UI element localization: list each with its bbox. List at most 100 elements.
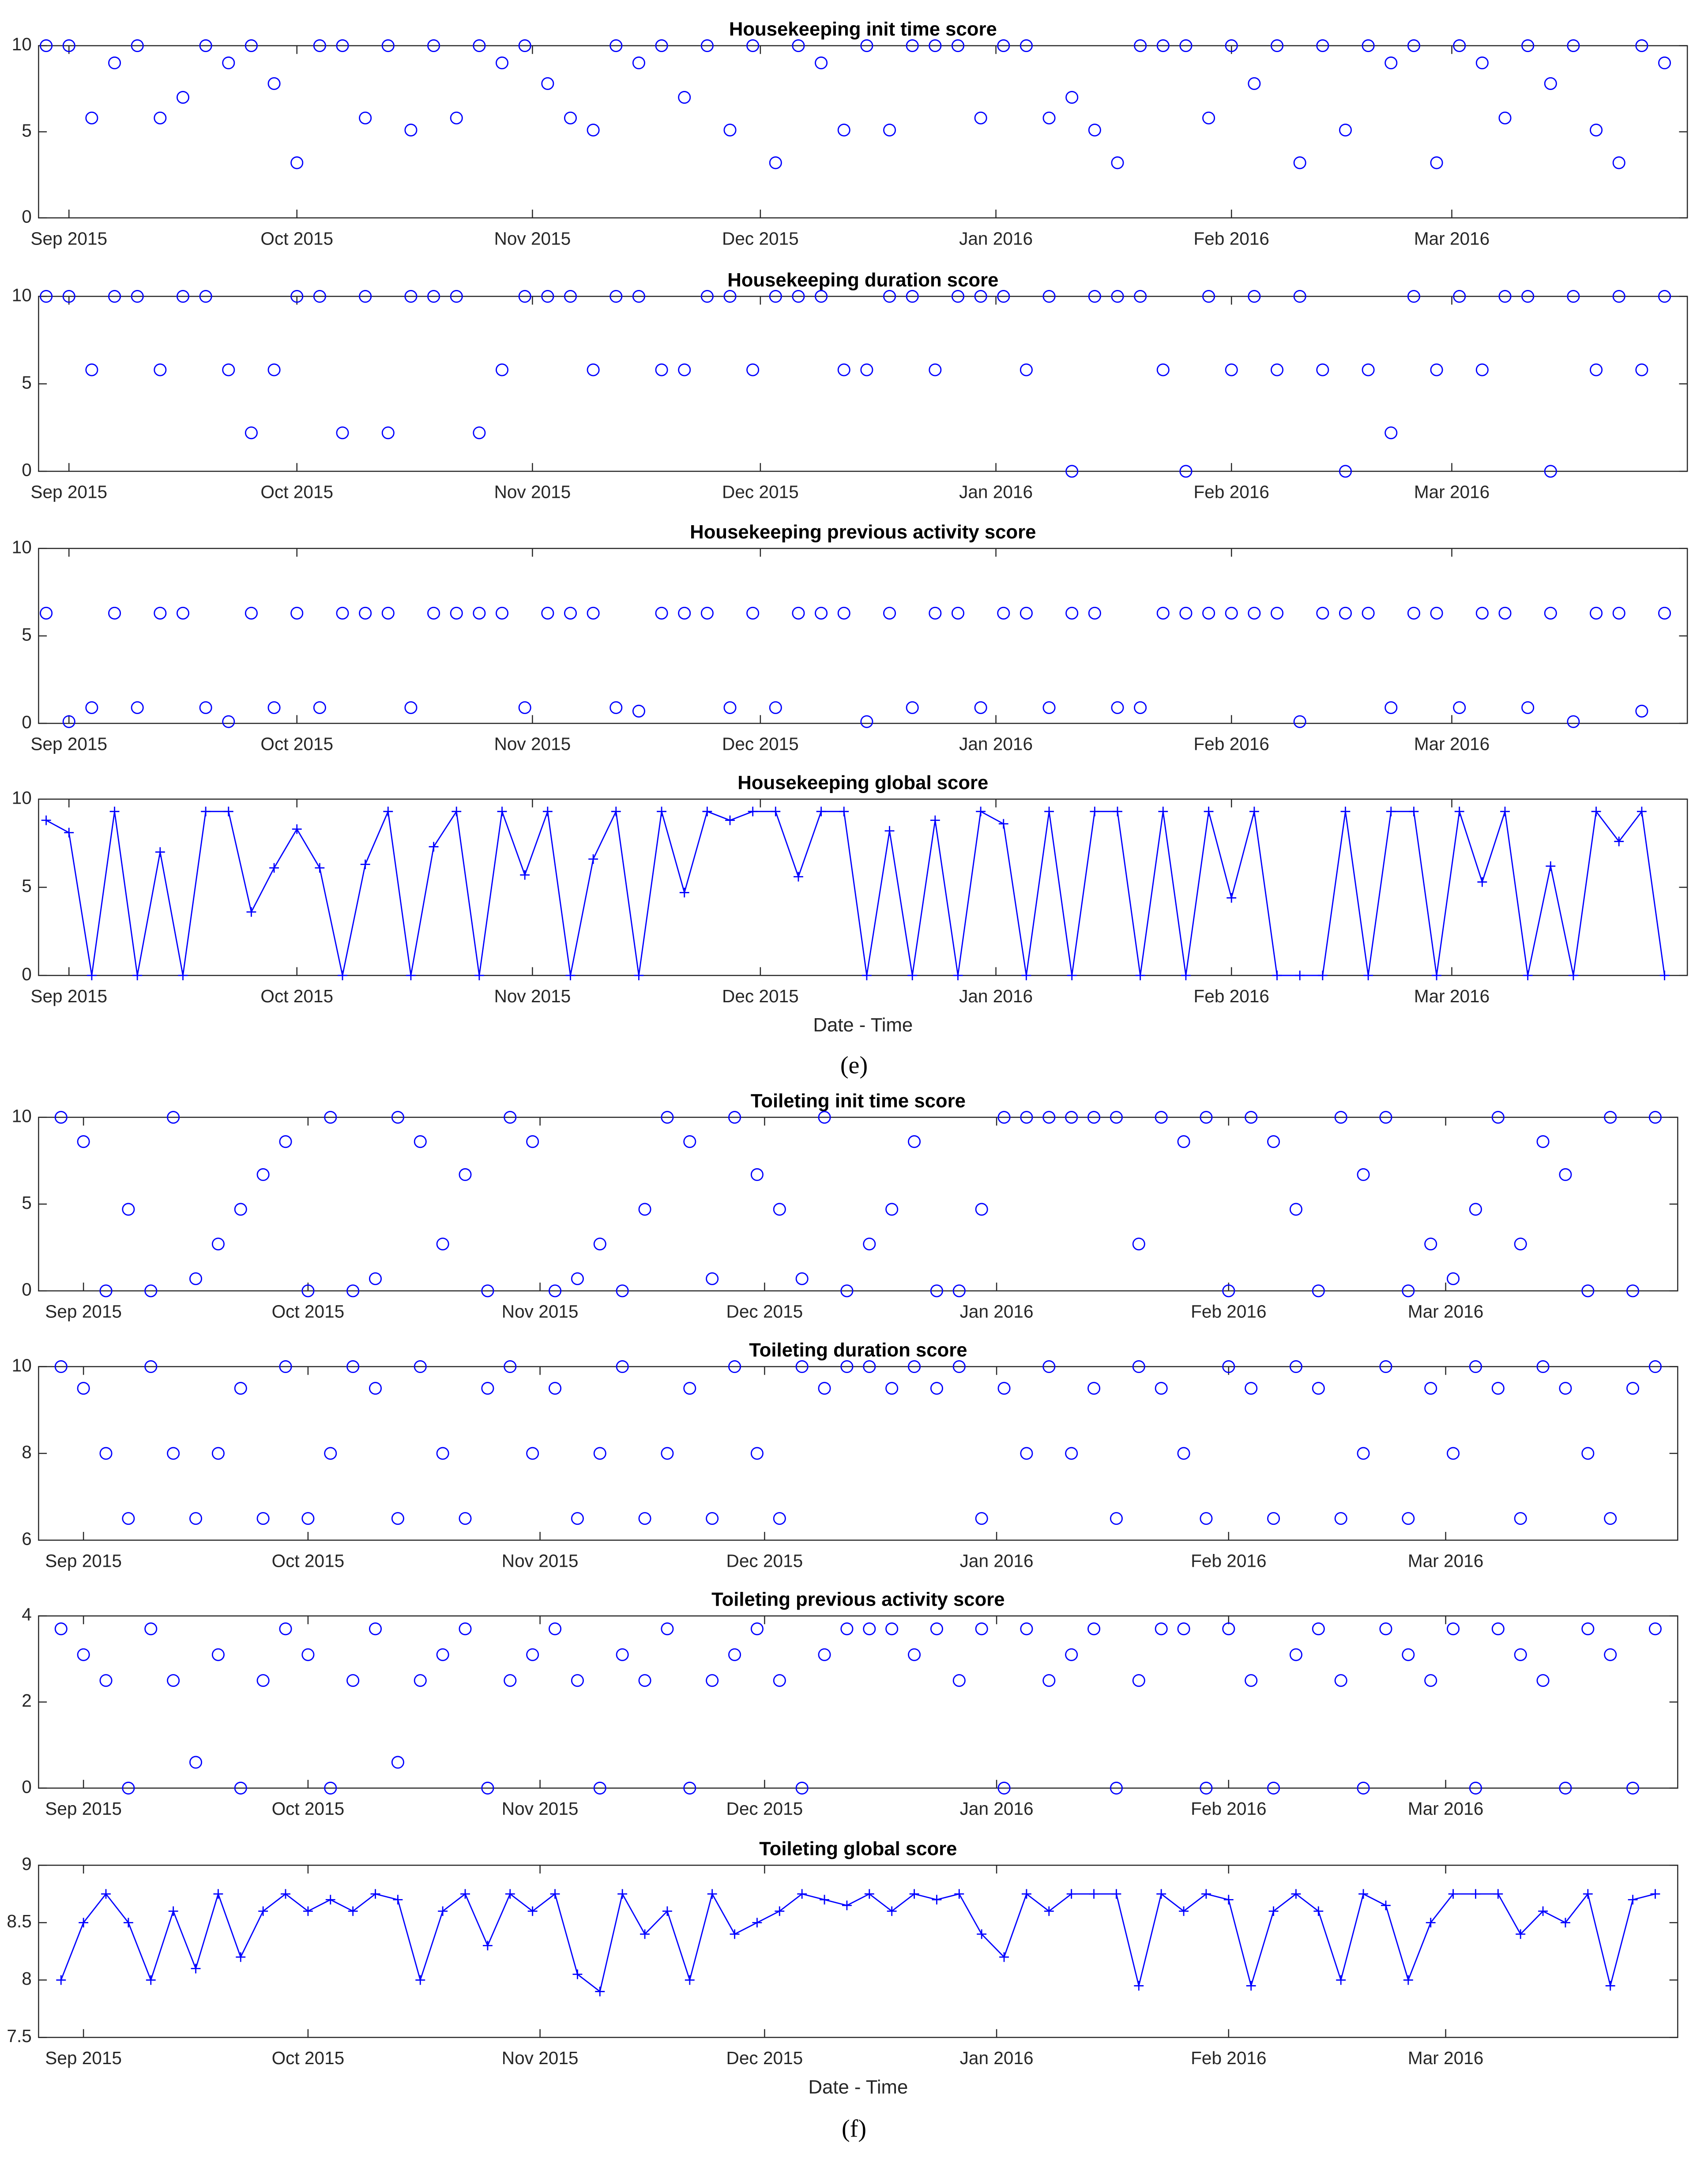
circle-marker [1316, 363, 1329, 376]
plot-area [38, 296, 1688, 472]
circle-marker [1202, 111, 1215, 124]
circle-marker [1245, 1674, 1258, 1687]
y-tick-label: 10 [12, 34, 32, 54]
circle-marker [85, 111, 98, 124]
circle-marker [549, 1284, 562, 1298]
circle-marker [346, 1674, 360, 1687]
circle-marker [975, 1203, 988, 1216]
circle-marker [1498, 606, 1512, 620]
circle-marker [1042, 290, 1056, 303]
circle-marker [1020, 1111, 1033, 1124]
plus-marker [611, 806, 621, 816]
circle-marker [593, 1447, 606, 1460]
plus-marker [617, 1889, 628, 1899]
circle-marker [1267, 1782, 1280, 1795]
circle-marker [655, 39, 668, 53]
x-tick-label: Oct 2015 [272, 1550, 345, 1571]
plus-marker [338, 971, 347, 981]
x-tick-label: Sep 2015 [30, 482, 107, 502]
circle-marker [930, 1284, 943, 1298]
circle-marker [1544, 465, 1557, 478]
plus-marker [930, 815, 940, 825]
circle-marker [908, 1648, 921, 1661]
circle-marker [1604, 1648, 1617, 1661]
circle-marker [256, 1674, 270, 1687]
x-tick-label: Dec 2015 [722, 986, 799, 1006]
plus-marker [1201, 1889, 1211, 1899]
plus-marker [842, 1900, 852, 1911]
circle-marker [1312, 1284, 1325, 1298]
circle-marker [678, 363, 691, 376]
plus-marker [1090, 806, 1100, 816]
plus-marker [864, 1889, 874, 1899]
circle-marker [1088, 124, 1101, 137]
circle-marker [1156, 606, 1170, 620]
circle-marker [1200, 1782, 1213, 1795]
y-tick-label: 0 [22, 964, 32, 984]
circle-marker [167, 1111, 180, 1124]
x-tick-label: Nov 2015 [494, 228, 571, 248]
circle-marker [176, 91, 189, 104]
circle-marker [62, 39, 75, 53]
circle-marker [1402, 1512, 1415, 1525]
circle-marker [700, 290, 714, 303]
circle-marker [369, 1382, 382, 1395]
circle-marker [1177, 1447, 1190, 1460]
circle-marker [199, 290, 212, 303]
circle-marker [638, 1203, 651, 1216]
x-tick-label: Feb 2016 [1191, 1550, 1266, 1571]
circle-marker [683, 1382, 696, 1395]
plus-marker [572, 1969, 583, 1979]
y-tick-label: 0 [22, 206, 32, 226]
plot-area [38, 1366, 1678, 1541]
circle-marker [863, 1622, 876, 1636]
plus-marker [1546, 861, 1556, 871]
circle-marker [683, 1135, 696, 1148]
plus-marker [1569, 971, 1578, 981]
circle-marker [256, 1168, 270, 1181]
circle-marker [77, 1648, 90, 1661]
circle-marker [473, 606, 486, 620]
circle-marker [1514, 1648, 1527, 1661]
circle-marker [815, 290, 828, 303]
plus-marker [123, 1918, 133, 1928]
circle-marker [1658, 56, 1671, 70]
circle-marker [571, 1512, 584, 1525]
circle-marker [1626, 1382, 1640, 1395]
x-tick-label: Mar 2016 [1414, 986, 1490, 1006]
circle-marker [792, 290, 805, 303]
circle-marker [541, 77, 554, 90]
circle-marker [906, 701, 919, 714]
circle-marker [746, 39, 760, 53]
plus-marker [109, 806, 120, 816]
plus-marker [725, 815, 735, 825]
plus-marker [1477, 877, 1487, 887]
x-tick-label: Mar 2016 [1414, 482, 1490, 502]
plus-marker [862, 971, 872, 981]
circle-marker [256, 1512, 270, 1525]
plus-marker [707, 1889, 717, 1899]
circle-marker [818, 1382, 831, 1395]
circle-marker [1202, 290, 1215, 303]
plus-marker [1363, 971, 1373, 981]
plot-area [38, 548, 1688, 724]
circle-marker [1088, 290, 1101, 303]
y-tick-label: 10 [12, 1355, 32, 1375]
x-tick-label: Sep 2015 [30, 986, 107, 1006]
circle-marker [1132, 1674, 1145, 1687]
circle-marker [1111, 701, 1124, 714]
x-tick-label: Nov 2015 [494, 986, 571, 1006]
circle-marker [1430, 606, 1443, 620]
circle-marker [414, 1135, 427, 1148]
x-tick-label: Oct 2015 [260, 482, 333, 502]
plus-marker [1500, 806, 1510, 816]
circle-marker [773, 1674, 786, 1687]
circle-marker [1357, 1782, 1370, 1795]
circle-marker [381, 606, 395, 620]
x-tick-label: Mar 2016 [1414, 228, 1490, 248]
circle-marker [769, 156, 782, 169]
circle-marker [1177, 1135, 1190, 1148]
plus-marker [1637, 806, 1647, 816]
circle-marker [1110, 1512, 1123, 1525]
x-tick-label: Feb 2016 [1194, 986, 1269, 1006]
